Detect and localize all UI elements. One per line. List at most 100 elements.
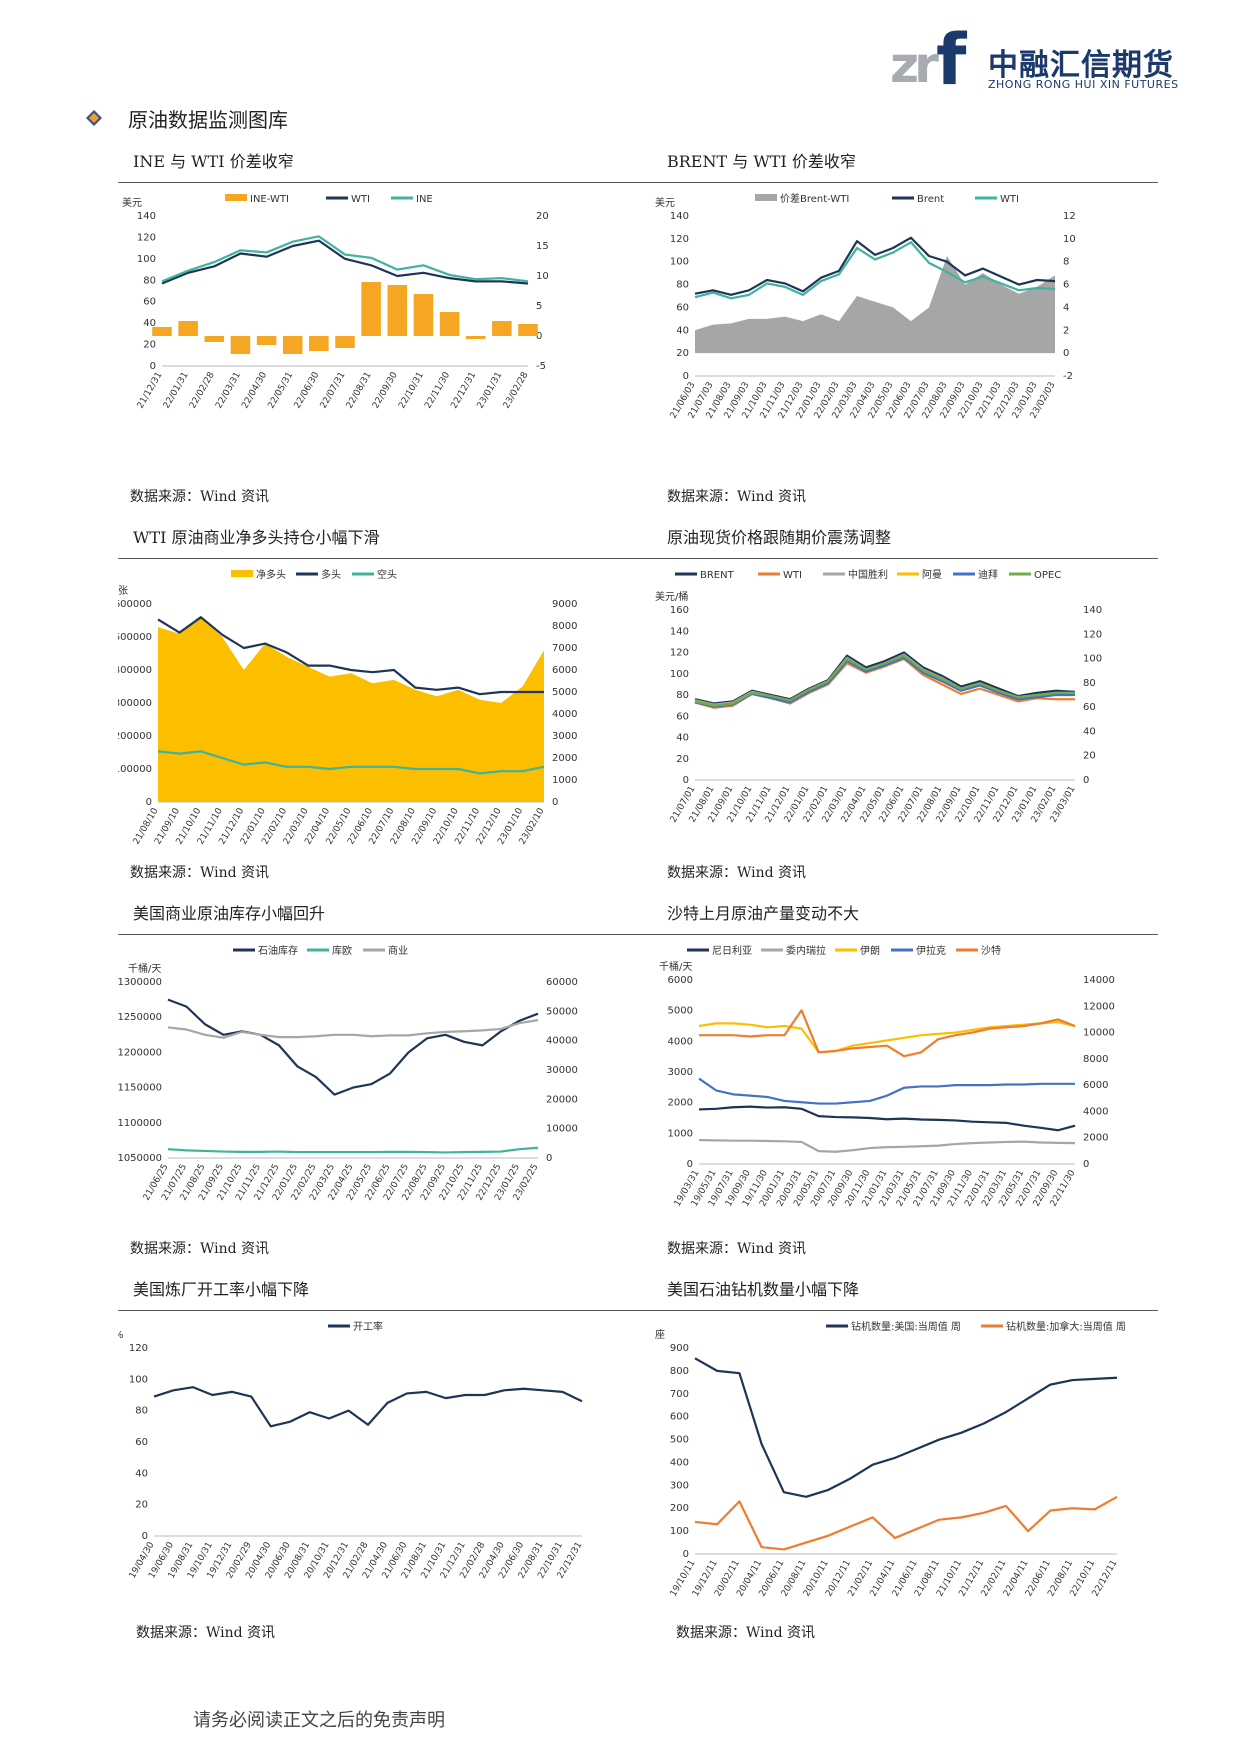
legend-label: 多头 [321,568,341,581]
y2-tick-label: 800000 [552,621,578,632]
data-line [694,236,1056,296]
data-line [694,656,1075,708]
legend-label: 钻机数量:美国:当周值 周 [851,1320,961,1333]
y2-tick-label: 8000 [1083,1054,1108,1065]
y-tick-label: 100 [670,669,689,680]
y-tick-label: 20 [676,754,689,765]
x-tick-label: 22/02/28 [188,370,217,410]
data-source: 数据来源：Wind 资讯 [130,865,270,881]
y2-tick-label: 0 [536,331,542,342]
y2-tick-label: 600000 [546,977,578,988]
data-line [167,1146,539,1154]
chart-opec-production: 千桶/天 0 1000 2000 3000 4000 5000 6000 0 2000 4000 60… [659,944,1115,1209]
logo-mark-icon: zr f [890,28,968,92]
legend-label: 委内瑞拉 [786,944,826,957]
data-source: 数据来源：Wind 资讯 [136,1625,276,1641]
data-line [157,616,544,696]
y-tick-label: 400 [670,1457,689,1468]
y2-tick-label: 900000 [552,599,578,610]
y2-tick-label: 200000 [552,753,578,764]
y-tick-label: 100 [670,1526,689,1537]
panel-title: BRENT 与 WTI 价差收窄 [667,152,856,171]
y2-tick-label: 40 [1083,726,1096,737]
y-tick-label: 1200000 [118,1047,162,1058]
y2-tick-label: 400000 [552,709,578,720]
data-bar [256,336,277,345]
panel-title: INE 与 WTI 价差收窄 [133,152,294,171]
y-axis-unit: 美元 [122,196,142,209]
y2-tick-label: 500000 [546,1006,578,1017]
data-bar [282,336,303,354]
legend-label: 库欧 [332,944,352,957]
data-source: 数据来源：Wind 资讯 [667,489,807,505]
y-tick-label: 200000 [118,731,152,742]
y-tick-label: 100 [137,254,156,265]
y-tick-label: 80 [143,275,156,286]
data-source: 数据来源：Wind 资讯 [667,865,807,881]
y2-tick-label: 400000 [546,1036,578,1047]
bullet-diamond-icon [86,110,102,126]
legend-label: OPEC [1034,570,1061,581]
x-tick-label: 22/03/31 [214,371,243,411]
legend-label: 开工率 [353,1320,383,1333]
y-axis-unit: 美元/桶 [655,590,688,603]
data-line [698,1105,1076,1132]
data-bar [387,285,408,336]
y-tick-label: 1000 [668,1128,693,1139]
y-axis-unit: 张 [118,585,128,597]
legend-label: 净多头 [256,568,286,581]
chart-spot-prices: 美元/桶 0 20 40 60 80 100 120 140 160 0 20 40 60 80 100 120… [655,568,1102,825]
y-tick-label: 20 [676,348,689,359]
legend-label: 伊拉克 [916,944,946,957]
y2-tick-label: 700000 [552,643,578,654]
legend-swatch [225,194,247,201]
data-bar [152,327,172,336]
company-logo: zrf zr f 中融汇信期货 ZHONG RONG HUI XIN FUTUR… [890,28,1180,92]
y2-tick-label: -5 [536,361,546,372]
y-tick-label: 600 [670,1412,689,1423]
legend-label: WTI [351,194,370,205]
data-bar [204,336,225,342]
x-tick-label: 22/04/30 [240,370,269,410]
data-line [694,651,1076,705]
y2-tick-label: 4 [1063,302,1069,313]
y-tick-label: 60 [143,297,156,308]
data-area [695,256,1055,354]
data-line [153,1386,583,1428]
y2-tick-label: 200000 [546,1094,578,1105]
x-tick-label: 22/05/31 [266,371,295,411]
legend-label: 尼日利亚 [712,945,752,957]
legend-label: 沙特 [981,945,1001,957]
y2-tick-label: 0 [1083,1159,1089,1170]
chart-us-inventory: 千桶/天 1050000 1100000 1150000 1200000 1250000 1… [118,944,578,1203]
y-tick-label: 2000 [668,1098,693,1109]
data-bar [439,312,460,336]
y-tick-label: 140 [670,626,689,637]
x-tick-label: 22/07/31 [319,371,348,411]
panel-title: 美国炼厂开工率小幅下降 [133,1280,310,1299]
section-title: 原油数据监测图库 [128,108,288,132]
legend-label: WTI [783,570,802,581]
legend-label: 钻机数量:加拿大:当周值 周 [1006,1320,1126,1333]
y2-tick-label: 10 [1063,234,1076,245]
y-tick-label: 40 [676,325,689,336]
y-tick-label: 60 [676,302,689,313]
y-tick-label: 120 [670,234,689,245]
y2-tick-label: 60 [1083,702,1096,713]
y2-tick-label: 10 [536,271,549,282]
legend-label: Brent [917,194,944,205]
data-bar [413,294,434,336]
y-tick-label: 6000 [668,975,693,986]
panel-title: 美国商业原油库存小幅回升 [133,904,326,923]
legend-swatch [231,570,253,577]
y2-tick-label: 6 [1063,280,1069,291]
y-tick-label: 4000 [668,1036,693,1047]
y2-tick-label: 14000 [1083,975,1115,986]
legend-label: WTI [1000,194,1019,205]
y2-tick-label: 4000 [1083,1106,1108,1117]
y-tick-label: 60 [676,711,689,722]
data-line [698,1138,1076,1153]
y2-tick-label: 600000 [552,665,578,676]
legend-label: INE [416,194,433,205]
chart-rig-count: 座010020030040050060070080090019/10/1119/… [655,1320,1126,1599]
